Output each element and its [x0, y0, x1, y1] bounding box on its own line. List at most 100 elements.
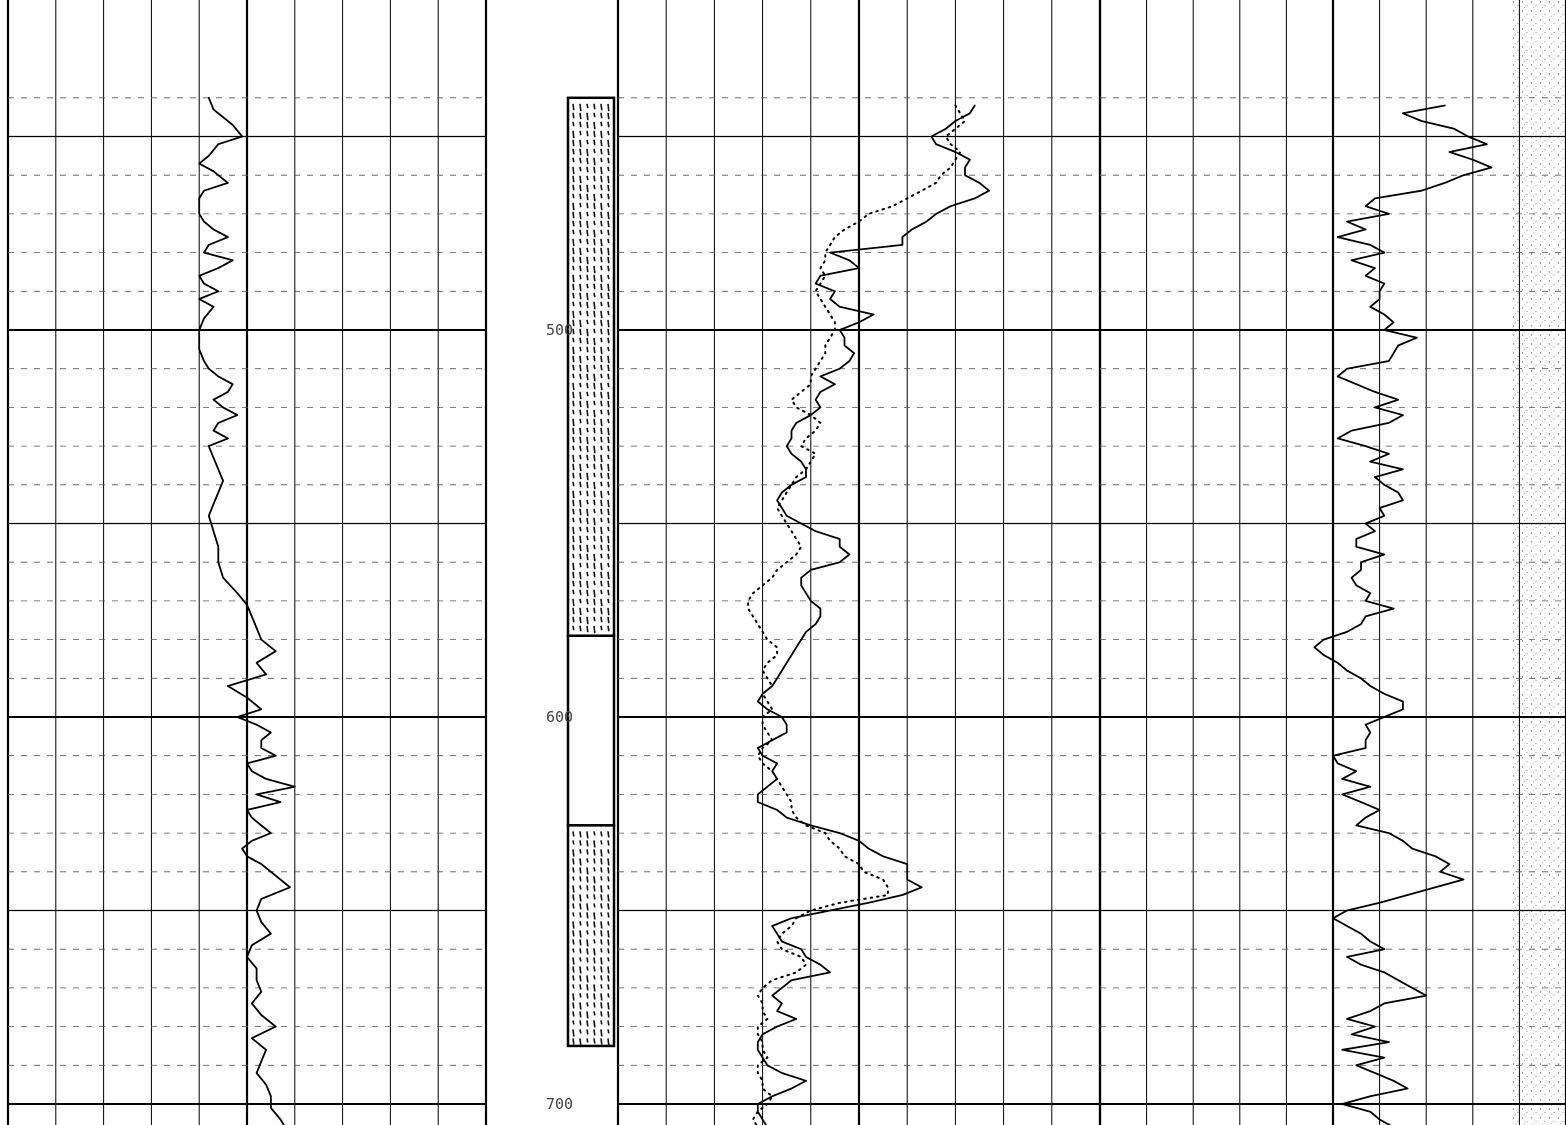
- lithology-hatch: [579, 139, 582, 148]
- lithology-hatch: [586, 355, 589, 361]
- lithology-hatch: [579, 939, 582, 946]
- lithology-hatch: [607, 867, 610, 874]
- lithology-hatch: [593, 580, 596, 586]
- lithology-hatch: [572, 544, 575, 551]
- lithology-hatch: [593, 445, 596, 454]
- lithology-hatch: [572, 292, 575, 299]
- lithology-hatch: [572, 517, 575, 523]
- lithology-hatch: [579, 256, 582, 264]
- lithology-hatch: [593, 364, 596, 370]
- lithology-hatch: [572, 391, 575, 399]
- lithology-hatch: [593, 283, 596, 290]
- lithology-hatch: [593, 849, 596, 856]
- lithology-hatch: [607, 571, 610, 580]
- lithology-hatch: [600, 166, 603, 175]
- lithology-hatch: [579, 175, 582, 184]
- lithology-hatch: [593, 409, 596, 418]
- lithology-hatch: [593, 876, 596, 884]
- curve-track-2-solid: [756, 104, 990, 1125]
- lithology-hatch: [607, 211, 610, 220]
- lithology-hatch: [586, 292, 589, 301]
- lithology-hatch: [593, 616, 596, 622]
- lithology-hatch: [600, 885, 603, 893]
- lithology-hatch: [572, 625, 575, 631]
- lithology-hatch: [607, 130, 610, 136]
- lithology-hatch: [607, 930, 610, 938]
- lithology-hatch: [600, 454, 603, 463]
- lithology-hatch: [579, 373, 582, 380]
- curve-track-1-solid: [198, 96, 296, 1125]
- lithology-hatch: [600, 831, 603, 837]
- lithology-hatch: [572, 589, 575, 595]
- lithology-hatch: [600, 409, 603, 415]
- lithology-hatch: [586, 966, 589, 971]
- lithology-hatch: [586, 517, 589, 525]
- lithology-hatch: [572, 220, 575, 227]
- lithology-hatch: [586, 166, 589, 173]
- lithology-hatch: [607, 382, 610, 388]
- lithology-hatch: [607, 202, 610, 208]
- lithology-hatch: [572, 463, 575, 471]
- lithology-hatch: [586, 625, 589, 633]
- lithology-hatch: [607, 292, 610, 300]
- lithology-hatch: [600, 894, 603, 901]
- lithology-hatch: [579, 265, 582, 272]
- lithology-hatch: [593, 256, 596, 262]
- lithology-hatch: [593, 382, 596, 390]
- lithology-hatch: [607, 274, 610, 280]
- lithology-hatch: [579, 1038, 582, 1046]
- lithology-hatch: [600, 211, 603, 219]
- lithology-hatch: [579, 580, 582, 588]
- lithology-hatch: [607, 1020, 610, 1026]
- lithology-hatch: [572, 867, 575, 873]
- lithology-hatch: [579, 382, 582, 388]
- lithology-hatch: [593, 121, 596, 130]
- lithology-hatch: [572, 400, 575, 407]
- lithology-hatch: [593, 337, 596, 346]
- lithology-hatch: [593, 921, 596, 928]
- lithology-hatch: [586, 427, 589, 433]
- lithology-hatch: [593, 625, 596, 634]
- lithology-hatch: [572, 858, 575, 865]
- lithology-hatch: [586, 553, 589, 561]
- lithology-hatch: [586, 903, 589, 911]
- lithology-hatch: [600, 247, 603, 255]
- lithology-hatch: [572, 984, 575, 989]
- lithology-hatch: [607, 939, 610, 946]
- lithology-hatch: [593, 975, 596, 980]
- lithology-hatch: [572, 238, 575, 247]
- curve-track-2-dotted: [747, 104, 966, 1125]
- lithology-hatch: [600, 562, 603, 571]
- lithology-hatch: [572, 103, 575, 111]
- lithology-hatch: [607, 301, 610, 308]
- lithology-hatch: [572, 454, 575, 463]
- lithology-hatch: [593, 948, 596, 956]
- lithology-hatch: [600, 328, 603, 335]
- lithology-hatch: [572, 166, 575, 175]
- lithology-hatch: [579, 526, 582, 532]
- lithology-hatch: [600, 598, 603, 607]
- lithology-hatch: [579, 912, 582, 918]
- lithology-hatch: [607, 193, 610, 200]
- lithology-hatch: [593, 481, 596, 490]
- lithology-hatch: [586, 867, 589, 875]
- lithology-hatch: [607, 175, 610, 184]
- lithology-hatch: [600, 625, 603, 631]
- lithology-hatch: [593, 526, 596, 534]
- lithology-hatch: [600, 319, 603, 327]
- lithology-hatch: [593, 1011, 596, 1016]
- track-grid-2: [616, 0, 1102, 1125]
- lithology-hatch: [600, 1038, 603, 1045]
- lithology-hatch: [600, 274, 603, 283]
- lithology-hatch: [607, 526, 610, 532]
- lithology-hatch: [593, 939, 596, 944]
- lithology-hatch: [572, 139, 575, 147]
- lithology-hatch: [572, 894, 575, 901]
- lithology-hatch: [579, 238, 582, 244]
- lithology-hatch: [572, 571, 575, 579]
- lithology-hatch: [593, 202, 596, 210]
- lithology-hatch: [586, 373, 589, 381]
- lithology-hatch: [600, 400, 603, 407]
- lithology-hatch: [593, 993, 596, 1000]
- lithology-hatch: [600, 121, 603, 127]
